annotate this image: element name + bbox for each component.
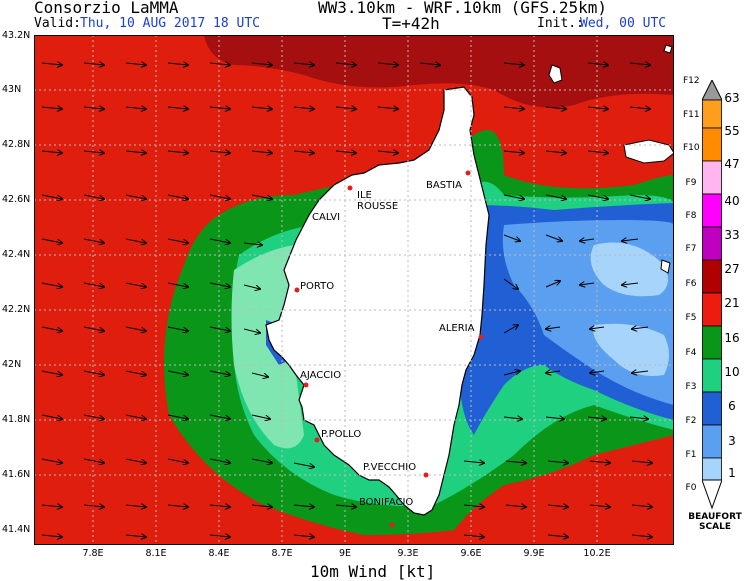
beaufort-label: F12 bbox=[683, 76, 700, 86]
knot-value-label: 47 bbox=[724, 157, 740, 171]
x-tick-label: 9.3E bbox=[397, 548, 419, 559]
corsica-land bbox=[265, 86, 490, 516]
x-tick-label: 9E bbox=[338, 548, 352, 559]
beaufort-label: F6 bbox=[685, 279, 697, 289]
x-tick-label: 8.1E bbox=[145, 548, 167, 559]
x-tick-label: 10.2E bbox=[583, 548, 611, 559]
beaufort-label: F2 bbox=[685, 416, 697, 426]
y-tick-label: 43.2N bbox=[2, 30, 31, 41]
city-bonifacio: BONIFACIO bbox=[359, 497, 414, 508]
y-tick-label: 42.6N bbox=[2, 194, 31, 205]
beaufort-label: F0 bbox=[685, 483, 697, 493]
beaufort-title-line2: SCALE bbox=[699, 522, 731, 532]
city-bastia: BASTIA bbox=[426, 180, 462, 191]
wind-arrows bbox=[41, 63, 652, 537]
knot-value-label: 55 bbox=[724, 124, 740, 138]
valid-value: Thu, 10 AUG 2017 18 UTC bbox=[80, 16, 261, 31]
y-tick-label: 41.6N bbox=[2, 469, 31, 480]
y-tick-label: 41.8N bbox=[2, 414, 31, 425]
knot-value-label: 63 bbox=[724, 91, 740, 105]
init-label: Init.: bbox=[537, 16, 584, 31]
y-tick-label: 42.2N bbox=[2, 304, 31, 315]
valid-label: Valid: bbox=[34, 16, 81, 31]
x-tick-label: 7.8E bbox=[82, 548, 104, 559]
pianosa-island bbox=[660, 259, 671, 274]
knot-value-label: 33 bbox=[724, 228, 740, 242]
beaufort-title-line1: BEAUFORT bbox=[688, 512, 742, 522]
knot-value-label: 10 bbox=[724, 365, 740, 379]
knot-value-label: 3 bbox=[728, 434, 736, 448]
forecast-step: T=+42h bbox=[382, 14, 440, 33]
beaufort-label: F5 bbox=[685, 313, 697, 323]
x-tick-label: 8.4E bbox=[208, 548, 230, 559]
knot-value-label: 21 bbox=[724, 296, 740, 310]
sea-paleblue-zone bbox=[590, 242, 668, 297]
knot-value-label: 27 bbox=[724, 262, 740, 276]
beaufort-label: F1 bbox=[685, 450, 697, 460]
city-ppollo: P.POLLO bbox=[321, 429, 362, 440]
sea-paleblue-zone-2 bbox=[593, 323, 669, 376]
x-axis-title: 10m Wind [kt] bbox=[310, 562, 436, 581]
model-title: WW3.10km - WRF.10km (GFS.25km) bbox=[318, 0, 607, 17]
y-tick-label: 42N bbox=[2, 359, 22, 370]
beaufort-label: F4 bbox=[685, 348, 697, 358]
elba-island bbox=[623, 139, 674, 164]
beaufort-label: F9 bbox=[685, 178, 697, 188]
capraia-island bbox=[548, 64, 563, 84]
y-tick-label: 42.8N bbox=[2, 139, 31, 150]
city-calvi: CALVI bbox=[312, 212, 341, 223]
y-tick-label: 43N bbox=[2, 84, 22, 95]
city-ile-rousse-1: ILE bbox=[357, 190, 372, 201]
beaufort-colorbar bbox=[702, 80, 722, 510]
y-tick-label: 42.4N bbox=[2, 249, 31, 260]
init-value: Wed, 00 UTC bbox=[580, 16, 667, 31]
knot-value-label: 1 bbox=[728, 466, 736, 480]
knot-value-label: 6 bbox=[728, 399, 736, 413]
beaufort-label: F7 bbox=[685, 244, 697, 254]
city-markers bbox=[294, 170, 484, 528]
org-title: Consorzio LaMMA bbox=[34, 0, 179, 17]
city-porto: PORTO bbox=[300, 281, 335, 292]
beaufort-scale-title: BEAUFORT SCALE bbox=[682, 512, 748, 532]
beaufort-label: F8 bbox=[685, 211, 697, 221]
x-tick-label: 9.6E bbox=[460, 548, 482, 559]
city-ile-rousse-2: ROUSSE bbox=[357, 201, 399, 212]
city-aleria: ALERIA bbox=[439, 323, 475, 334]
city-pvecchio: P.VECCHIO bbox=[363, 462, 417, 473]
beaufort-label: F11 bbox=[683, 110, 700, 120]
wind-map bbox=[34, 35, 674, 545]
knot-value-label: 16 bbox=[724, 331, 740, 345]
city-ajaccio: AJACCIO bbox=[300, 370, 342, 381]
knot-value-label: 40 bbox=[724, 194, 740, 208]
gorgona-island bbox=[663, 44, 673, 54]
sea-darkred-zone bbox=[204, 35, 674, 108]
x-tick-label: 8.7E bbox=[271, 548, 293, 559]
beaufort-label: F3 bbox=[685, 382, 697, 392]
y-tick-label: 41.4N bbox=[2, 524, 31, 535]
beaufort-label: F10 bbox=[683, 143, 700, 153]
x-tick-label: 9.9E bbox=[523, 548, 545, 559]
